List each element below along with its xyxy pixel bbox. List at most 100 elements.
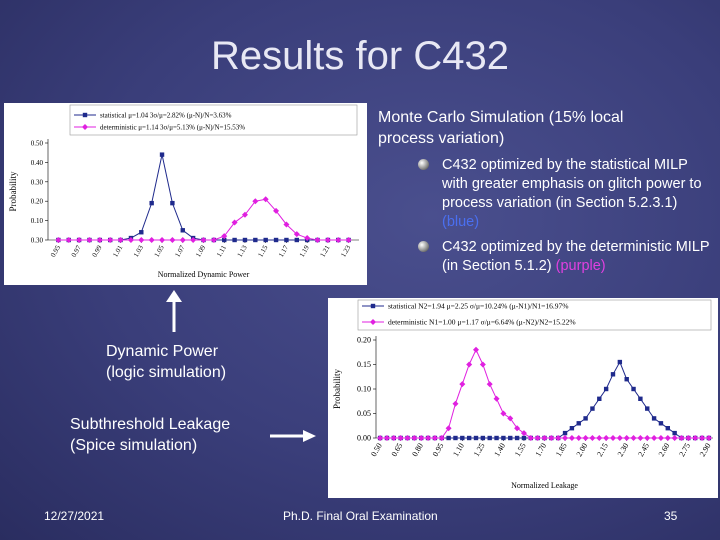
- legend-label: deterministic N1=1.00 μ=1.17 σ/μ=6.64% (…: [388, 318, 576, 327]
- point: [335, 237, 342, 243]
- point: [630, 435, 637, 441]
- x-tick-label: 2.90: [698, 442, 713, 459]
- point: [487, 435, 492, 441]
- slide-title: Results for C432: [211, 34, 509, 78]
- x-tick-label: 1.10: [451, 442, 466, 459]
- x-tick-label: 2.30: [616, 442, 631, 459]
- point: [383, 435, 390, 441]
- point: [644, 435, 651, 441]
- bullet-note: (blue): [442, 214, 480, 230]
- x-tick-label: 2.45: [636, 442, 651, 459]
- point: [294, 237, 299, 243]
- point: [514, 425, 521, 432]
- x-tick-label: 0.65: [390, 442, 405, 459]
- legend-marker: [82, 124, 88, 130]
- series-line: [58, 154, 349, 241]
- point: [200, 237, 207, 243]
- x-tick-label: 2.00: [575, 442, 590, 459]
- point: [678, 435, 685, 441]
- point: [222, 237, 227, 243]
- point: [562, 430, 568, 436]
- point: [466, 435, 472, 441]
- point: [253, 237, 258, 243]
- point: [665, 426, 670, 431]
- point: [139, 230, 144, 235]
- legend-box: [69, 104, 358, 136]
- bullet-text: C432 optimized by the deterministic MILP…: [442, 239, 710, 274]
- point: [671, 435, 678, 441]
- point: [548, 435, 555, 441]
- point: [590, 406, 595, 411]
- legend-label: statistical N2=1.94 μ=2.25 σ/μ=10.24% (μ…: [388, 302, 569, 311]
- point: [610, 372, 616, 377]
- point: [241, 211, 248, 218]
- point: [493, 395, 500, 402]
- point: [117, 237, 124, 243]
- point: [169, 237, 176, 243]
- point: [86, 237, 93, 243]
- point: [609, 435, 616, 441]
- y-axis-label: Probability: [332, 369, 342, 409]
- point: [555, 435, 562, 441]
- x-tick-label: 0.95: [49, 244, 62, 259]
- point: [445, 425, 452, 432]
- point: [597, 396, 602, 401]
- point: [645, 406, 650, 411]
- point: [148, 237, 155, 243]
- x-tick-label: 1.15: [256, 244, 269, 259]
- footer-date: 12/27/2021: [44, 509, 105, 523]
- point: [651, 416, 657, 421]
- x-tick-label: 1.01: [111, 244, 124, 259]
- point: [221, 233, 228, 240]
- point: [623, 435, 630, 441]
- y-axis-label: Probability: [8, 171, 18, 211]
- point: [631, 386, 636, 392]
- x-axis-label: Normalized Dynamic Power: [158, 270, 250, 279]
- point: [190, 237, 197, 243]
- series-line: [58, 198, 349, 241]
- point: [638, 396, 643, 401]
- x-tick-label: 1.07: [173, 244, 186, 259]
- point: [431, 435, 438, 441]
- x-tick-label: 1.55: [513, 442, 528, 459]
- point: [127, 237, 134, 243]
- x-tick-label: 1.11: [215, 244, 228, 259]
- point: [107, 237, 114, 243]
- point: [263, 237, 268, 243]
- point: [159, 152, 165, 157]
- point: [672, 430, 677, 436]
- x-tick-label: 1.03: [132, 244, 145, 259]
- x-tick-label: 1.21: [319, 244, 332, 259]
- point: [159, 237, 166, 243]
- legend-marker: [82, 112, 88, 118]
- point: [520, 430, 527, 437]
- arrow-head: [303, 430, 316, 442]
- legend-box: [357, 299, 712, 331]
- point: [575, 435, 582, 441]
- point: [658, 421, 664, 426]
- point: [284, 237, 289, 243]
- x-tick-label: 0.95: [431, 442, 446, 459]
- y-tick-label: 0.10: [31, 217, 44, 225]
- point: [273, 207, 280, 214]
- point: [76, 237, 83, 243]
- legend-marker: [370, 303, 376, 309]
- point: [603, 386, 609, 392]
- point: [55, 237, 62, 243]
- point: [262, 196, 269, 203]
- legend-marker: [370, 319, 376, 325]
- y-tick-label: 0.10: [357, 385, 371, 394]
- y-tick-label: 0.15: [357, 360, 371, 369]
- point: [624, 377, 629, 382]
- point: [500, 410, 507, 417]
- point: [582, 435, 589, 441]
- point: [480, 435, 486, 441]
- x-tick-label: 2.60: [657, 442, 672, 459]
- point: [397, 435, 404, 441]
- point: [514, 435, 520, 441]
- point: [473, 435, 479, 441]
- x-tick-label: 1.19: [298, 244, 311, 259]
- point: [138, 237, 145, 243]
- point: [304, 235, 311, 242]
- legend-label: statistical μ=1.04 3σ/μ=2.82% (μ-N)/N=3.…: [100, 112, 232, 120]
